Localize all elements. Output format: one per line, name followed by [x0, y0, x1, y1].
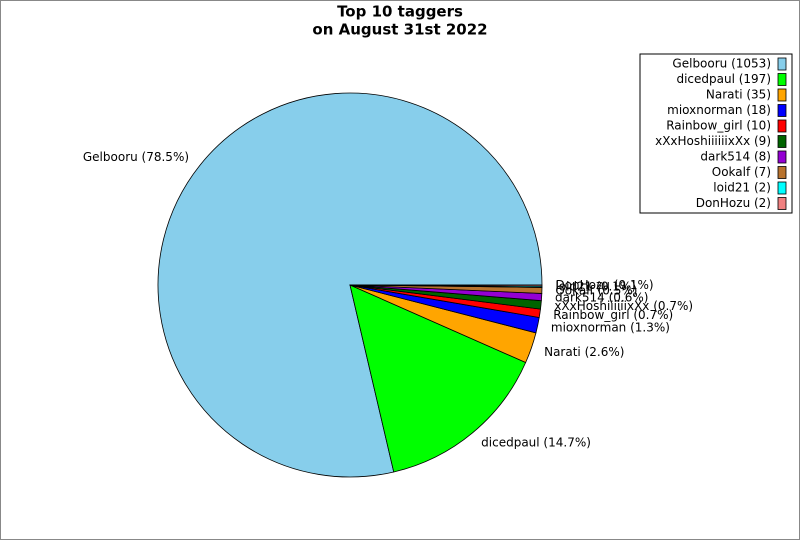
slice-label: DonHozu (0.1%) [555, 278, 653, 292]
legend-label: Rainbow_girl (10) [666, 119, 771, 133]
slice-label: dicedpaul (14.7%) [481, 436, 591, 450]
pie-slice [349, 284, 543, 287]
legend-label: xXxHoshiiiiiixXx (9) [655, 134, 771, 148]
legend-swatch [777, 73, 787, 86]
legend-swatch [777, 150, 787, 164]
slice-label: Narati (2.6%) [544, 345, 624, 359]
legend-label: Ookalf (7) [712, 165, 771, 179]
legend-label: dicedpaul (197) [676, 72, 771, 86]
legend-swatch [777, 119, 787, 133]
slice-label: dark514 (0.6%) [555, 290, 648, 304]
legend-swatch [777, 197, 787, 210]
legend-label: mioxnorman (18) [667, 103, 771, 117]
slice-label: Gelbooru (78.5%) [83, 150, 189, 164]
legend-swatch [777, 57, 787, 71]
slice-label: xXxHoshiiiiiixXx (0.7%) [554, 299, 693, 313]
chart-title: on August 31st 2022 [312, 21, 487, 39]
legend-box [639, 53, 793, 214]
legend-label: dark514 (8) [700, 150, 771, 164]
legend-label: Gelbooru (1053) [672, 57, 771, 71]
chart-title: Top 10 taggers [337, 3, 463, 21]
legend-label: loid21 (2) [713, 181, 771, 195]
legend-label: Narati (35) [706, 88, 771, 102]
slice-label: loid21 (0.1%) [555, 279, 636, 293]
slice-label: Rainbow_girl (0.7%) [553, 308, 673, 322]
pie-slice [157, 92, 543, 478]
pie-slice [349, 284, 527, 473]
legend-swatch [777, 166, 787, 179]
legend-swatch [777, 135, 787, 148]
legend-swatch [777, 88, 787, 102]
legend-swatch [777, 104, 787, 117]
legend-swatch [777, 181, 787, 195]
slice-label: mioxnorman (1.3%) [551, 321, 670, 335]
slice-label: Ookalf (0.5%) [555, 283, 637, 297]
legend-label: DonHozu (2) [696, 196, 771, 210]
